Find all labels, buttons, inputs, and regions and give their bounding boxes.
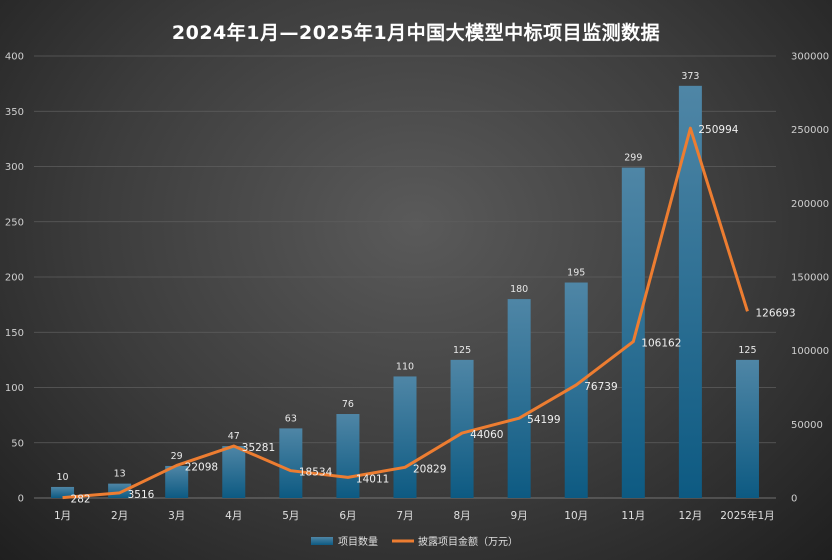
right-tick-label: 300000 — [791, 52, 829, 63]
bar-value-label: 195 — [567, 268, 585, 279]
bar — [564, 282, 588, 498]
line-value-label: 35281 — [242, 442, 275, 454]
bar-value-label: 125 — [738, 345, 756, 356]
x-tick-label: 12月 — [678, 510, 702, 522]
left-tick-label: 150 — [5, 328, 24, 339]
left-tick-label: 200 — [5, 273, 24, 284]
x-tick-label: 11月 — [621, 510, 645, 522]
bar-value-label: 180 — [510, 284, 528, 295]
right-tick-label: 250000 — [791, 125, 829, 136]
bar — [735, 359, 759, 498]
x-tick-label: 2月 — [111, 510, 128, 522]
chart-title: 2024年1月—2025年1月中国大模型中标项目监测数据 — [171, 22, 661, 44]
left-tick-label: 250 — [5, 217, 24, 228]
bar — [678, 85, 702, 499]
bar-value-label: 125 — [453, 345, 471, 356]
line-value-label: 44060 — [470, 429, 503, 441]
left-tick-label: 0 — [18, 494, 24, 505]
right-tick-label: 50000 — [791, 420, 823, 431]
right-tick-label: 150000 — [791, 273, 829, 284]
x-tick-label: 9月 — [511, 510, 528, 522]
bar — [621, 167, 645, 499]
line-value-label: 18534 — [299, 467, 333, 479]
bar-value-labels: 10 13 29 47 63 76 110 125 180 195 299 373 125 — [56, 71, 756, 483]
x-tick-label: 8月 — [453, 510, 470, 522]
bar-value-label: 110 — [396, 361, 414, 372]
x-tick-label: 6月 — [339, 510, 356, 522]
left-tick-label: 50 — [11, 438, 24, 449]
x-tick-label: 5月 — [282, 510, 299, 522]
line-value-label: 106162 — [641, 338, 681, 350]
legend: 项目数量 披露项目金额（万元） — [311, 535, 518, 548]
bar — [279, 428, 303, 498]
left-tick-label: 100 — [5, 383, 24, 394]
x-tick-label: 2025年1月 — [720, 509, 774, 522]
line-value-labels: 282 3516 22098 35281 18534 14011 20829 44060 541… — [71, 124, 796, 505]
bar — [222, 446, 246, 498]
right-y-axis: 0 50000 100000 150000 200000 250000 300000 — [791, 52, 829, 505]
left-tick-label: 300 — [5, 162, 24, 173]
bar-value-label: 76 — [342, 399, 354, 410]
legend-bar-swatch — [311, 537, 333, 545]
bar — [450, 359, 474, 498]
amount-line-path — [62, 126, 749, 500]
right-tick-label: 100000 — [791, 346, 829, 357]
legend-bar-label: 项目数量 — [338, 535, 378, 548]
right-tick-label: 200000 — [791, 199, 829, 210]
line-value-label: 282 — [71, 494, 91, 506]
bar — [51, 486, 75, 498]
bar — [336, 414, 360, 498]
amount-line — [62, 126, 749, 500]
left-tick-label: 400 — [5, 52, 24, 63]
bar — [165, 465, 189, 498]
line-value-label: 76739 — [584, 381, 617, 393]
bar — [393, 376, 417, 498]
bar-value-label: 29 — [171, 451, 183, 462]
legend-line-label: 披露项目金额（万元） — [418, 535, 518, 548]
line-value-label: 250994 — [698, 124, 738, 136]
x-tick-label: 1月 — [54, 510, 71, 522]
line-value-label: 126693 — [755, 307, 795, 319]
x-axis: 1月 2月 3月 4月 5月 6月 7月 8月 9月 10月 11月 12月 2025年1月 — [54, 509, 775, 522]
bar-value-label: 13 — [114, 469, 126, 480]
right-tick-label: 0 — [791, 494, 797, 505]
x-tick-label: 3月 — [168, 510, 185, 522]
bar-value-label: 63 — [285, 413, 297, 424]
bar — [507, 299, 531, 498]
bar-value-label: 10 — [56, 472, 68, 483]
x-tick-label: 4月 — [225, 510, 242, 522]
line-value-label: 54199 — [527, 414, 560, 426]
bar-value-label: 47 — [228, 431, 240, 442]
bars — [51, 85, 759, 499]
bar-value-label: 299 — [624, 153, 642, 164]
line-value-label: 20829 — [413, 463, 446, 475]
x-tick-label: 10月 — [564, 510, 588, 522]
x-tick-label: 7月 — [396, 510, 413, 522]
line-value-label: 14011 — [356, 473, 389, 485]
left-y-axis: 0 50 100 150 200 250 300 350 400 — [5, 52, 24, 505]
line-value-label: 3516 — [128, 489, 155, 501]
line-value-label: 22098 — [185, 461, 218, 473]
left-tick-label: 350 — [5, 107, 24, 118]
bar-value-label: 373 — [681, 71, 699, 82]
